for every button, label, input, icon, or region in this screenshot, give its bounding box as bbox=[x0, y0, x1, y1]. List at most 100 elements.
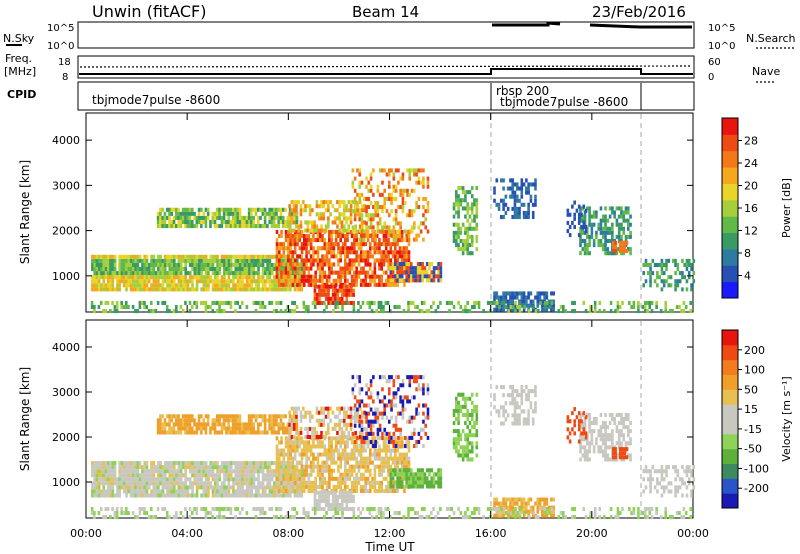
data-cell bbox=[184, 430, 187, 435]
data-cell bbox=[291, 477, 294, 482]
data-cell bbox=[398, 440, 402, 445]
data-cell bbox=[400, 262, 404, 267]
data-cell bbox=[311, 430, 314, 435]
data-cell bbox=[321, 468, 324, 473]
data-cell bbox=[299, 410, 303, 415]
data-cell bbox=[357, 242, 361, 247]
data-cell bbox=[341, 456, 345, 461]
data-cell bbox=[231, 207, 235, 212]
data-cell bbox=[220, 422, 224, 427]
data-cell bbox=[161, 469, 165, 474]
data-cell bbox=[400, 456, 404, 461]
data-cell bbox=[197, 207, 201, 212]
data-cell bbox=[373, 472, 377, 477]
data-cell bbox=[382, 242, 386, 247]
data-cell bbox=[264, 461, 267, 466]
data-cell bbox=[143, 304, 146, 310]
data-cell bbox=[351, 209, 355, 214]
data-cell bbox=[282, 266, 285, 272]
data-cell bbox=[355, 233, 358, 239]
data-cell bbox=[184, 469, 187, 474]
data-cell bbox=[658, 262, 661, 267]
data-cell bbox=[95, 275, 99, 280]
data-cell bbox=[662, 283, 666, 288]
data-cell bbox=[118, 287, 121, 292]
data-cell bbox=[322, 434, 326, 440]
data-cell bbox=[314, 270, 317, 275]
data-cell bbox=[159, 422, 162, 427]
data-cell bbox=[337, 270, 340, 275]
data-cell bbox=[330, 266, 333, 271]
data-cell bbox=[204, 207, 208, 212]
data-cell bbox=[325, 460, 329, 465]
data-cell bbox=[170, 224, 174, 229]
data-cell bbox=[360, 192, 364, 197]
data-cell bbox=[390, 196, 393, 201]
data-cell bbox=[166, 461, 169, 466]
data-cell bbox=[159, 262, 162, 267]
data-cell bbox=[321, 262, 324, 267]
data-cell bbox=[325, 288, 328, 293]
data-cell bbox=[309, 472, 313, 477]
data-cell bbox=[308, 212, 312, 217]
data-cell bbox=[175, 304, 178, 310]
data-cell bbox=[426, 229, 430, 234]
data-cell bbox=[220, 461, 224, 466]
data-cell bbox=[461, 198, 465, 203]
nsky-label: N.Sky bbox=[3, 32, 35, 45]
data-cell bbox=[325, 304, 328, 310]
data-cell bbox=[104, 266, 108, 272]
data-cell bbox=[403, 476, 406, 481]
data-cell bbox=[168, 469, 172, 474]
data-cell bbox=[353, 188, 357, 193]
data-cell bbox=[333, 208, 337, 213]
data-cell bbox=[375, 309, 378, 314]
data-cell bbox=[394, 440, 397, 445]
data-cell bbox=[324, 228, 328, 233]
data-cell bbox=[241, 271, 244, 276]
data-cell bbox=[298, 476, 302, 481]
data-cell bbox=[213, 271, 217, 276]
data-cell bbox=[362, 250, 365, 255]
data-cell bbox=[104, 473, 108, 478]
data-cell bbox=[275, 476, 279, 481]
data-cell bbox=[369, 246, 372, 251]
data-cell bbox=[351, 225, 355, 230]
data-cell bbox=[497, 307, 501, 312]
data-cell bbox=[582, 300, 586, 305]
data-cell bbox=[111, 489, 115, 494]
data-cell bbox=[218, 422, 221, 427]
data-cell bbox=[389, 476, 393, 481]
data-cell bbox=[111, 262, 115, 267]
data-cell bbox=[179, 287, 183, 292]
data-cell bbox=[218, 430, 221, 435]
data-cell bbox=[378, 448, 381, 453]
data-cell bbox=[477, 304, 481, 310]
data-cell bbox=[259, 422, 262, 427]
data-cell bbox=[364, 274, 368, 279]
data-cell bbox=[136, 469, 140, 474]
data-cell bbox=[322, 204, 326, 209]
data-cell bbox=[147, 493, 151, 498]
data-cell bbox=[182, 287, 185, 292]
data-cell bbox=[352, 228, 355, 233]
data-cell bbox=[122, 465, 126, 470]
data-cell bbox=[266, 461, 269, 466]
data-cell bbox=[136, 493, 140, 498]
data-cell bbox=[236, 426, 240, 431]
data-cell bbox=[571, 300, 574, 305]
data-cell bbox=[270, 485, 274, 490]
data-cell bbox=[466, 190, 469, 195]
data-cell bbox=[292, 410, 296, 415]
data-cell bbox=[159, 477, 162, 482]
data-cell bbox=[388, 309, 392, 314]
data-cell bbox=[273, 473, 276, 478]
data-cell bbox=[331, 300, 335, 305]
data-cell bbox=[381, 180, 384, 185]
data-cell bbox=[109, 485, 112, 490]
data-cell bbox=[289, 444, 292, 449]
data-cell bbox=[403, 229, 407, 234]
data-cell bbox=[626, 226, 630, 231]
data-cell bbox=[398, 452, 402, 457]
data-cell bbox=[132, 275, 135, 280]
